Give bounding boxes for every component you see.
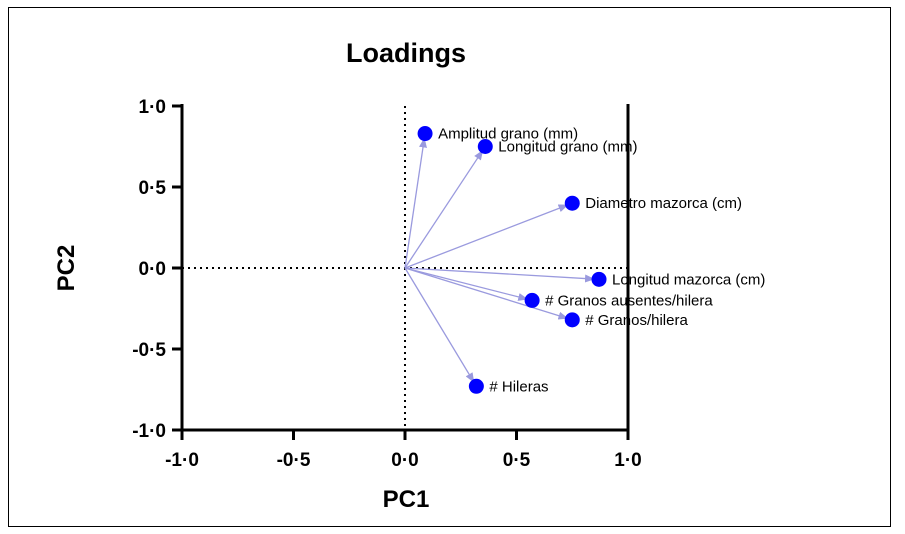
loading-point [564, 195, 580, 211]
loading-point [468, 378, 484, 394]
loading-point-label: # Granos/hilera [585, 312, 688, 329]
y-tick-label: 1·0 [139, 97, 166, 118]
x-tick-label: -0·5 [277, 450, 311, 471]
x-tick-label: 0·0 [391, 450, 418, 471]
loading-arrow [404, 204, 569, 269]
point-labels: Amplitud grano (mm)Longitud grano (mm) Di… [438, 126, 765, 396]
y-tick-label: 0·0 [139, 259, 166, 280]
loading-point [591, 271, 607, 287]
x-axis-ticks: -1·0 -0·5 0·0 0·5 1·0 [165, 430, 642, 471]
chart-title: Loadings [346, 38, 466, 68]
x-tick-label: 1·0 [614, 450, 641, 471]
loading-point [564, 312, 580, 328]
y-tick-label: -1·0 [132, 421, 166, 442]
y-tick-label: 0·5 [139, 178, 167, 199]
loading-arrow [404, 137, 427, 269]
y-axis-ticks: -1·0 -0·5 0·0 0·5 1·0 [132, 97, 182, 442]
loading-arrow [404, 267, 596, 283]
loading-point-label: # Hileras [489, 378, 548, 395]
loading-arrow [404, 149, 484, 269]
loading-point-label: Longitud grano (mm) [498, 139, 637, 156]
x-axis-title: PC1 [383, 486, 430, 513]
loading-arrow [404, 267, 569, 320]
loading-arrow [404, 267, 529, 301]
loading-point-label: Longitud mazorca (cm) [612, 271, 765, 288]
loading-point [477, 139, 493, 154]
y-axis-title: PC2 [53, 245, 80, 292]
loading-arrows [404, 137, 596, 383]
loading-points [417, 126, 607, 394]
loading-point [417, 126, 433, 142]
loading-point-label: Diametro mazorca (cm) [585, 195, 742, 212]
loading-point-label: Amplitud grano (mm) [438, 126, 578, 143]
loading-point-label: # Granos ausentes/hilera [545, 292, 713, 309]
figure-frame [8, 7, 891, 527]
loading-arrow [404, 267, 475, 383]
x-tick-label: 0·5 [503, 450, 531, 471]
x-tick-label: -1·0 [165, 450, 199, 471]
y-tick-label: -0·5 [132, 340, 166, 361]
loading-point [524, 292, 540, 308]
